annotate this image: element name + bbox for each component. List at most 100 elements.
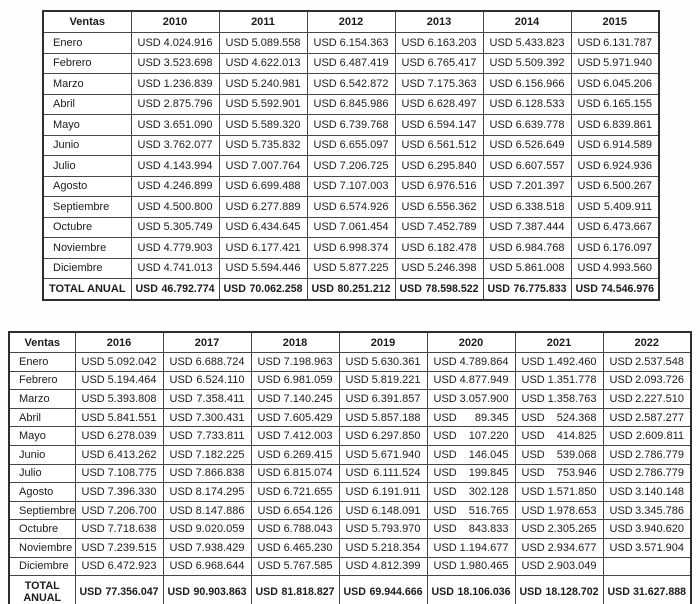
currency-label: USD bbox=[609, 523, 633, 536]
ventas-table-2016-2022: Ventas 2016 2017 2018 2019 2020 2021 2022 Enero U… bbox=[8, 331, 692, 604]
currency-label: USD bbox=[433, 374, 457, 387]
amount-value: 5.767.585 bbox=[283, 560, 333, 573]
amount-value: 6.191.911 bbox=[372, 485, 421, 498]
year-header: 2020 bbox=[426, 331, 516, 353]
currency-label: USD bbox=[609, 467, 633, 480]
amount-value: 5.589.320 bbox=[251, 118, 301, 131]
value-cell: USD 6.413.262 bbox=[74, 444, 164, 465]
currency-label: USD bbox=[313, 180, 337, 193]
amount-value: 6.976.516 bbox=[427, 180, 477, 193]
currency-label: USD bbox=[257, 467, 281, 480]
month-row: Marzo USD 1.236.839 USD 5.240.981 USD 6.542.87… bbox=[42, 73, 660, 95]
value-cell: USD 5.409.911 bbox=[570, 196, 660, 218]
amount-value: 6.177.421 bbox=[251, 241, 301, 254]
currency-label: USD bbox=[81, 430, 105, 443]
amount-value: 5.246.398 bbox=[427, 262, 477, 275]
currency-label: USD bbox=[343, 585, 366, 598]
total-amount-value: 81.818.827 bbox=[281, 585, 335, 598]
currency-label: USD bbox=[225, 98, 249, 111]
total-value-cell: USD 18.106.036 bbox=[426, 575, 516, 604]
currency-label: USD bbox=[81, 392, 105, 405]
amount-value: 6.182.478 bbox=[427, 241, 477, 254]
amount-value: 2.875.796 bbox=[163, 98, 213, 111]
year-header: 2022 bbox=[602, 331, 692, 353]
currency-label: USD bbox=[433, 448, 457, 461]
value-cell: USD 7.007.764 bbox=[218, 155, 308, 177]
amount-value: 6.156.966 bbox=[515, 77, 565, 90]
currency-label: USD bbox=[313, 57, 337, 70]
currency-label: USD bbox=[345, 485, 369, 498]
amount-value: 5.971.940 bbox=[603, 57, 652, 70]
month-row: Mayo USD 3.651.090 USD 5.589.320 USD 6.739.768… bbox=[42, 114, 660, 136]
currency-label: USD bbox=[169, 448, 193, 461]
value-cell: USD 6.338.518 bbox=[482, 196, 572, 218]
currency-label: USD bbox=[313, 262, 337, 275]
value-cell: USD 7.206.725 bbox=[306, 155, 396, 177]
currency-label: USD bbox=[401, 180, 425, 193]
value-cell: USD 7.452.789 bbox=[394, 216, 484, 238]
currency-label: USD bbox=[313, 159, 337, 172]
amount-value: 4.877.949 bbox=[459, 374, 509, 387]
ventas-column-header: Ventas bbox=[8, 331, 76, 353]
currency-label: USD bbox=[257, 430, 281, 443]
value-cell: USD 6.176.097 bbox=[570, 237, 660, 259]
value-cell: USD 4.779.903 bbox=[130, 237, 220, 259]
value-cell: USD 6.465.230 bbox=[250, 537, 340, 558]
amount-value: 6.434.645 bbox=[251, 221, 301, 234]
amount-value: 6.968.644 bbox=[195, 560, 245, 573]
value-cell: USD 6.165.155 bbox=[570, 93, 660, 115]
currency-label: USD bbox=[137, 221, 161, 234]
amount-value: 5.092.042 bbox=[107, 355, 157, 368]
value-cell: USD 7.108.775 bbox=[74, 463, 164, 484]
currency-label: USD bbox=[345, 541, 369, 554]
amount-value: 753.946 bbox=[556, 467, 597, 480]
total-value-cell: USD 74.546.976 bbox=[570, 278, 660, 301]
month-row: Enero USD 5.092.042 USD 6.688.724 USD 7.198.96… bbox=[8, 352, 692, 372]
currency-label: USD bbox=[313, 118, 337, 131]
amount-value: 6.788.043 bbox=[283, 523, 333, 536]
amount-value: 5.861.008 bbox=[515, 262, 565, 275]
total-value-cell: USD 76.775.833 bbox=[482, 278, 572, 301]
value-cell: USD 5.857.188 bbox=[338, 407, 428, 428]
amount-value: 6.765.417 bbox=[427, 57, 477, 70]
total-amount-value: 46.792.774 bbox=[161, 283, 215, 295]
amount-value: 2.227.510 bbox=[635, 392, 684, 405]
currency-label: USD bbox=[257, 374, 281, 387]
value-cell: USD 5.877.225 bbox=[306, 257, 396, 279]
amount-value: 7.061.454 bbox=[339, 221, 389, 234]
amount-value: 6.924.936 bbox=[603, 159, 652, 172]
value-cell: USD 7.201.397 bbox=[482, 175, 572, 197]
amount-value: 6.654.126 bbox=[283, 504, 333, 517]
amount-value: 4.246.899 bbox=[163, 180, 213, 193]
amount-value: 539.068 bbox=[556, 448, 597, 461]
value-cell: USD 6.473.667 bbox=[570, 216, 660, 238]
currency-label: USD bbox=[313, 221, 337, 234]
currency-label: USD bbox=[433, 411, 457, 424]
currency-label: USD bbox=[257, 355, 281, 368]
value-cell: USD 2.227.510 bbox=[602, 389, 692, 409]
value-cell: USD 5.861.008 bbox=[482, 257, 572, 279]
amount-value: 4.993.560 bbox=[603, 262, 652, 275]
currency-label: USD bbox=[225, 262, 249, 275]
value-cell: USD 5.092.042 bbox=[74, 352, 164, 372]
value-cell: USD 6.556.362 bbox=[394, 196, 484, 218]
value-cell: USD 5.592.901 bbox=[218, 93, 308, 115]
amount-value: 5.305.749 bbox=[163, 221, 213, 234]
currency-label: USD bbox=[521, 355, 545, 368]
value-cell: USD 1.571.850 bbox=[514, 482, 604, 502]
value-cell: USD 6.845.986 bbox=[306, 93, 396, 115]
currency-label: USD bbox=[519, 585, 542, 598]
amount-value: 6.131.787 bbox=[603, 36, 652, 49]
total-value-cell: USD 31.627.888 bbox=[602, 575, 692, 604]
value-cell: USD 5.240.981 bbox=[218, 73, 308, 95]
ventas-column-header: Ventas bbox=[42, 10, 132, 33]
currency-label: USD bbox=[311, 283, 334, 295]
value-cell: USD 6.639.778 bbox=[482, 114, 572, 136]
total-amount-value: 31.627.888 bbox=[632, 585, 686, 598]
amount-value: 6.465.230 bbox=[283, 541, 333, 554]
currency-label: USD bbox=[577, 200, 601, 213]
currency-label: USD bbox=[575, 283, 598, 295]
month-label: Diciembre bbox=[8, 556, 76, 577]
value-cell: USD 6.628.497 bbox=[394, 93, 484, 115]
currency-label: USD bbox=[521, 392, 545, 405]
